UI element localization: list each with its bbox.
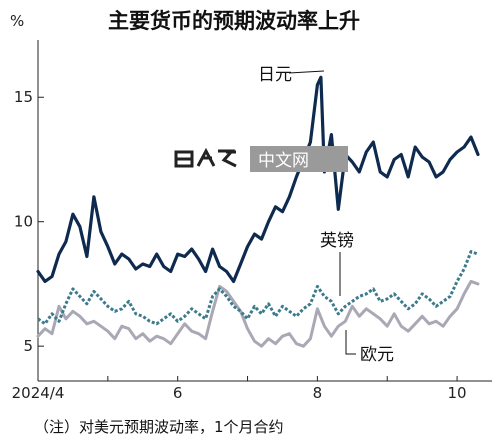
series-labels: 日元 英镑 欧元 — [258, 65, 394, 365]
y-tick-label: 10 — [14, 213, 33, 231]
series-layer — [36, 75, 480, 348]
y-tick-label: 15 — [14, 88, 33, 106]
series-line-2 — [36, 279, 480, 348]
series-line-0 — [36, 75, 480, 283]
y-axis: 5 10 15 — [14, 40, 44, 381]
series-label-eur: 欧元 — [360, 345, 394, 365]
leader-line-eur — [345, 330, 356, 355]
leader-line-jpy — [288, 70, 325, 74]
series-line-1 — [37, 250, 479, 326]
nikkei-watermark-logo: 中文网 — [162, 146, 348, 172]
x-tick-label: 2024/4 — [12, 384, 65, 402]
watermark-chinese-text: 中文网 — [258, 151, 309, 171]
y-unit-label: % — [10, 12, 24, 30]
chart-footnote: （注）对美元预期波动率，1个月合约 — [34, 418, 284, 436]
series-label-gbp: 英镑 — [320, 231, 354, 251]
x-tick-label: 6 — [173, 384, 183, 402]
x-tick-label: 10 — [448, 384, 467, 402]
series-label-jpy: 日元 — [258, 65, 292, 85]
chart-title: 主要货币的预期波动率上升 — [108, 9, 360, 33]
x-axis: 2024/4 6 8 10 — [12, 376, 492, 402]
y-tick-label: 5 — [23, 337, 33, 355]
x-tick-label: 8 — [313, 384, 323, 402]
